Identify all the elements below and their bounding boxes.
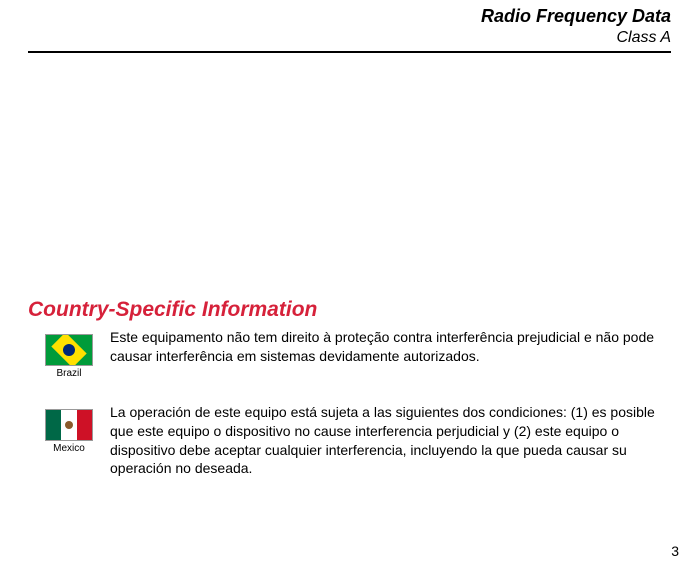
- header-title: Radio Frequency Data: [28, 6, 671, 28]
- page-number: 3: [671, 543, 679, 559]
- flag-column: Brazil: [28, 328, 110, 379]
- entry-text: La operación de este equipo está sujeta …: [110, 403, 671, 479]
- flag-label: Brazil: [56, 368, 81, 379]
- country-entry-mexico: Mexico La operación de este equipo está …: [28, 403, 671, 479]
- section-heading: Country-Specific Information: [28, 298, 671, 322]
- header-subtitle: Class A: [28, 28, 671, 47]
- page: Radio Frequency Data Class A Country-Spe…: [0, 0, 699, 563]
- flag-label: Mexico: [53, 443, 85, 454]
- entry-text: Este equipamento não tem direito à prote…: [110, 328, 671, 366]
- flag-column: Mexico: [28, 403, 110, 454]
- country-entry-brazil: Brazil Este equipamento não tem direito …: [28, 328, 671, 379]
- spacer: [28, 53, 671, 298]
- mexico-flag-icon: [45, 409, 93, 441]
- brazil-flag-icon: [45, 334, 93, 366]
- page-header: Radio Frequency Data Class A: [28, 0, 671, 53]
